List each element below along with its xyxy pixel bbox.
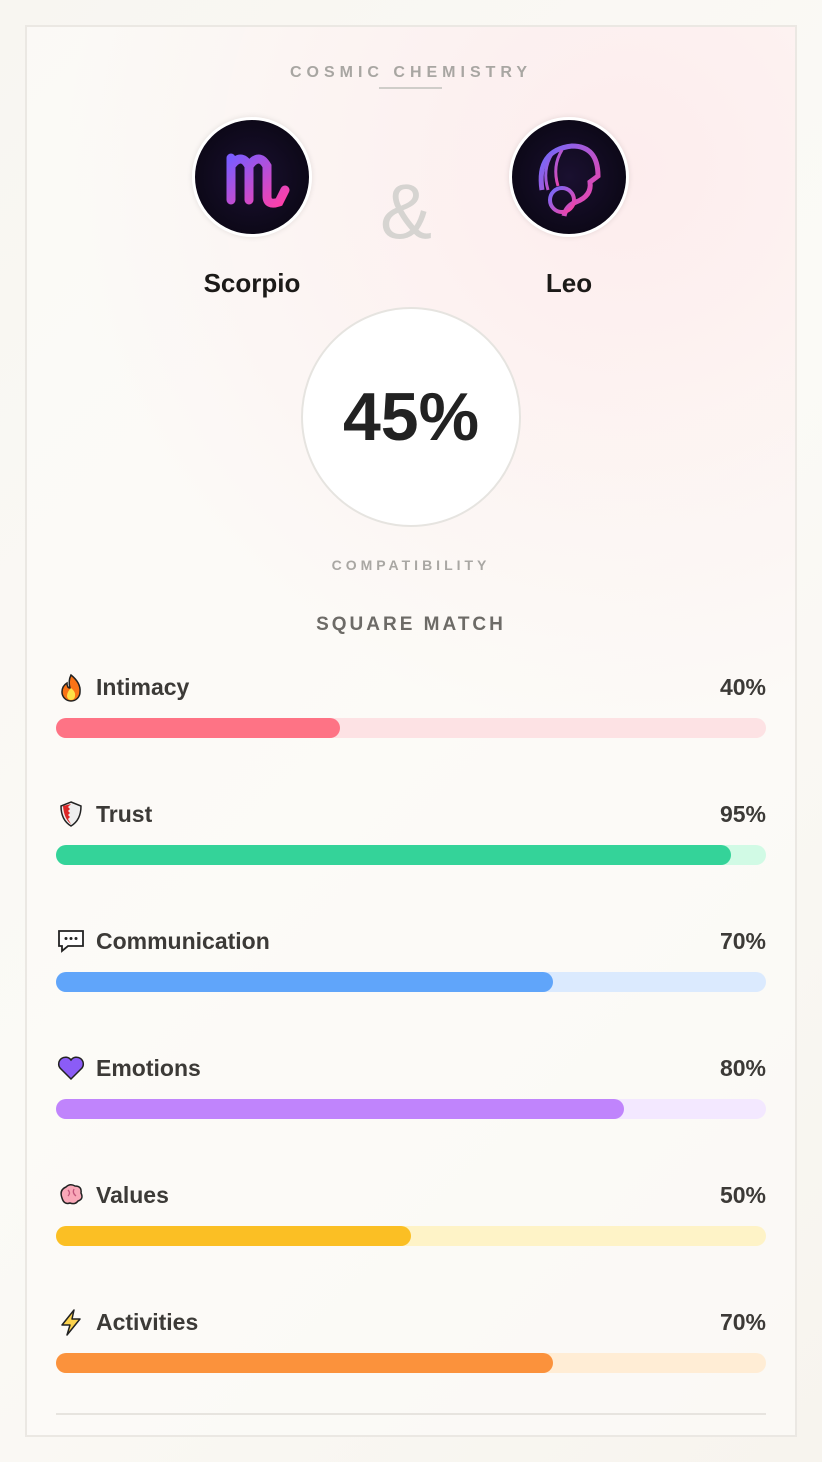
compatibility-label: COMPATIBILITY <box>331 557 491 573</box>
progress-track <box>56 1099 766 1119</box>
leo-avatar <box>509 117 629 237</box>
metric-name: Intimacy <box>96 673 190 700</box>
metric-label: Activities <box>56 1307 198 1337</box>
brain-icon <box>60 1183 83 1205</box>
metric-label: Intimacy <box>56 672 189 702</box>
divider <box>56 1413 766 1415</box>
sign-name-right: Leo <box>545 268 593 298</box>
metric-name: Trust <box>96 800 153 827</box>
metric-label: Values <box>56 1180 169 1210</box>
metric-row-intimacy: Intimacy 40% <box>56 672 766 752</box>
progress-fill <box>56 972 553 992</box>
metric-name: Values <box>96 1181 169 1208</box>
fire-icon <box>61 673 81 702</box>
progress-track <box>56 845 766 865</box>
metric-name: Activities <box>96 1308 199 1335</box>
compatibility-score: 45% <box>301 307 521 527</box>
metric-row-values: Values 50% <box>56 1180 766 1260</box>
sign-name-left: Scorpio <box>203 268 301 298</box>
purple-heart-icon <box>57 1056 85 1081</box>
progress-fill <box>56 1226 411 1246</box>
metric-row-communication: Communication 70% <box>56 926 766 1006</box>
progress-fill <box>56 845 731 865</box>
metric-row-emotions: Emotions 80% <box>56 1053 766 1133</box>
metric-row-activities: Activities 70% <box>56 1307 766 1387</box>
metric-name: Emotions <box>96 1054 201 1081</box>
progress-fill <box>56 1353 553 1373</box>
metric-percent: 95% <box>719 801 766 827</box>
progress-fill <box>56 718 340 738</box>
metric-label: Communication <box>56 926 270 956</box>
metric-label: Trust <box>56 799 152 829</box>
scorpio-glyph-icon <box>226 153 290 208</box>
section-title: SQUARE MATCH <box>316 614 506 635</box>
card-kicker: COSMIC CHEMISTRY <box>289 64 533 81</box>
progress-fill <box>56 1099 624 1119</box>
ampersand: & <box>380 167 433 255</box>
metric-row-trust: Trust 95% <box>56 799 766 879</box>
metric-label: Emotions <box>56 1053 201 1083</box>
metric-percent: 70% <box>719 928 766 954</box>
scorpio-avatar <box>192 117 312 237</box>
kicker-underline <box>379 87 442 89</box>
metric-percent: 70% <box>719 1309 766 1335</box>
metric-percent: 50% <box>719 1182 766 1208</box>
progress-track <box>56 718 766 738</box>
progress-track <box>56 972 766 992</box>
metric-percent: 80% <box>719 1055 766 1081</box>
progress-track <box>56 1353 766 1373</box>
metric-percent: 40% <box>719 674 766 700</box>
lightning-icon <box>61 1309 81 1336</box>
shield-icon <box>60 801 82 827</box>
metric-name: Communication <box>96 927 270 954</box>
progress-track <box>56 1226 766 1246</box>
lion-icon <box>538 143 601 217</box>
speech-bubble-icon <box>58 930 84 953</box>
